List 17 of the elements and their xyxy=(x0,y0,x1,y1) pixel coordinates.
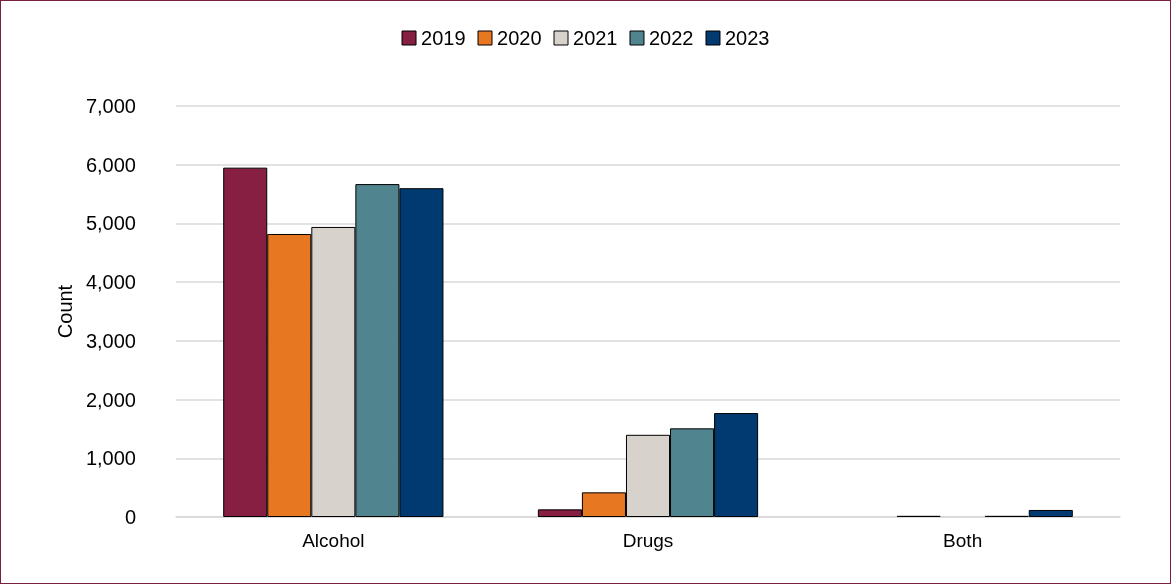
legend-label: 2021 xyxy=(573,27,618,49)
y-tick-label: 6,000 xyxy=(85,153,136,176)
legend-label: 2023 xyxy=(724,27,770,49)
legend-label: 2019 xyxy=(421,27,466,49)
y-tick-label: 1,000 xyxy=(85,447,136,470)
y-tick-label: 2,000 xyxy=(85,388,136,411)
x-tick-label: Both xyxy=(943,530,983,551)
legend-label: 2020 xyxy=(497,27,542,49)
y-tick-label: 4,000 xyxy=(85,271,136,294)
x-tick-label: Alcohol xyxy=(302,530,365,551)
y-tick-label: 5,000 xyxy=(85,212,136,235)
legend-label: 2022 xyxy=(649,27,694,49)
y-axis-title: Count xyxy=(54,284,77,339)
y-tick-label: 3,000 xyxy=(85,329,136,352)
y-tick-label: 0 xyxy=(124,506,136,528)
y-tick-label: 7,000 xyxy=(85,95,136,117)
x-tick-label: Drugs xyxy=(622,530,674,551)
